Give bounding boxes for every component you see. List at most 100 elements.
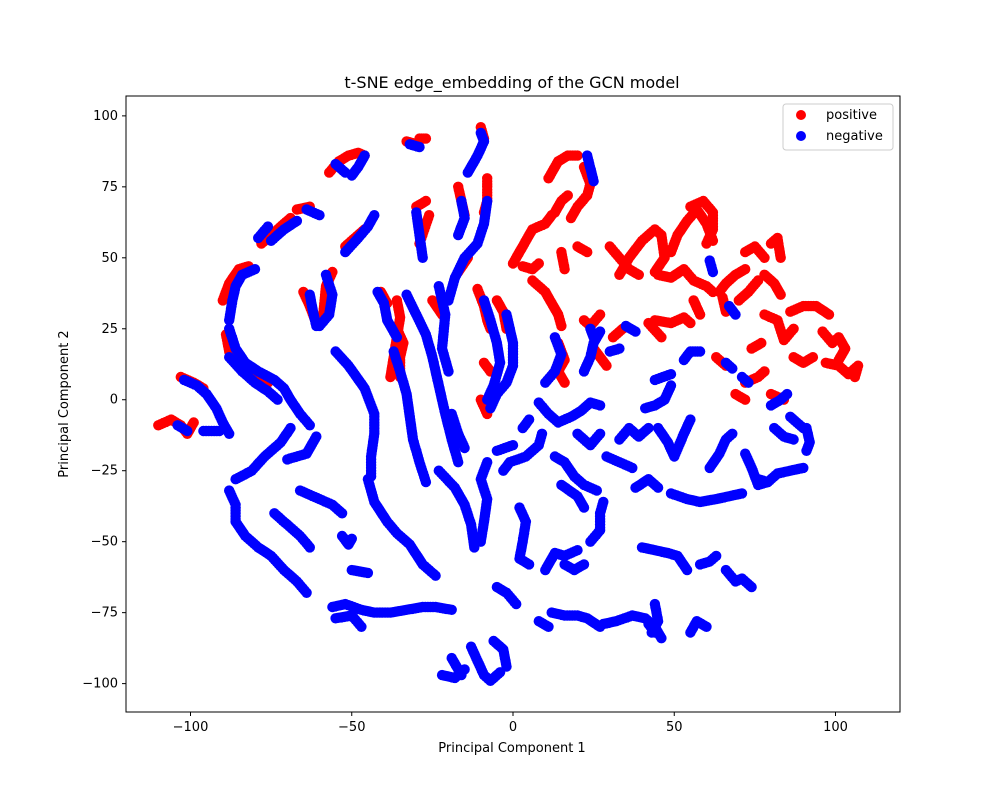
legend-marker-positive [796,110,806,120]
negative-point [414,141,425,153]
negative-point [543,621,554,632]
negative-point [446,604,457,615]
negative-point [598,496,609,508]
positive-point [656,332,667,343]
x-axis-ticks: −100 −50 0 50 100 [173,712,848,735]
negative-point [459,442,470,454]
negative-point [707,266,719,278]
negative-point [627,462,638,474]
y-tick-label: 100 [93,109,118,124]
negative-point [594,400,606,411]
x-tick-label: −50 [338,720,365,735]
negative-point [727,428,738,439]
positive-point [701,238,712,249]
negative-point [798,462,809,474]
negative-point [743,377,754,388]
negative-point [730,309,741,320]
positive-point [807,352,819,363]
plot-area [153,122,864,686]
y-axis-ticks: −100 −75 −50 −25 0 25 50 75 100 [82,109,126,692]
negative-point [456,669,467,681]
positive-point [594,309,606,320]
negative-point [798,422,809,434]
negative-point [291,215,303,227]
y-tick-label: 25 [101,322,118,337]
y-tick-label: −50 [91,535,118,550]
negative-point [417,252,428,263]
negative-point [182,425,193,437]
negative-point [475,536,486,547]
positive-point [756,337,767,349]
x-tick-label: −100 [173,720,209,735]
negative-point [391,332,403,343]
negative-series [172,127,815,686]
positive-point [420,195,432,207]
legend-box [782,103,894,151]
positive-point [556,320,567,332]
positive-point [565,212,577,224]
negative-point [262,221,274,232]
positive-point [572,150,583,161]
negative-point [536,428,548,439]
positive-point [533,258,544,269]
negative-point [485,403,496,414]
positive-point [775,289,786,300]
negative-point [443,366,454,377]
negative-point [549,332,561,343]
negative-point [507,440,519,451]
negative-point [701,621,712,632]
negative-point [665,369,677,380]
negative-point [788,434,799,445]
negative-point [420,476,432,488]
positive-point [559,377,570,388]
y-tick-label: 75 [101,180,118,195]
positive-point [823,309,835,320]
negative-point [304,542,315,553]
positive-point [188,417,199,428]
positive-point [582,246,593,258]
negative-point [523,559,535,570]
negative-point [224,428,235,439]
negative-point [591,485,602,496]
y-tick-label: −100 [82,677,118,692]
positive-point [685,317,696,329]
negative-point [346,533,357,544]
positive-point [759,252,770,263]
positive-point [559,264,570,275]
chart-title: t-SNE edge_embedding of the GCN model [344,73,679,93]
negative-point [356,621,367,632]
negative-point [430,570,441,581]
negative-point [694,346,706,357]
negative-point [369,210,380,221]
positive-point [694,309,706,320]
x-tick-label: 50 [666,720,683,735]
negative-point [304,420,315,431]
negative-point [614,343,625,354]
negative-point [578,502,590,513]
negative-point [314,210,325,221]
negative-point [781,388,793,400]
negative-point [572,545,583,556]
negative-point [511,598,522,610]
x-tick-label: 0 [509,720,517,735]
positive-point [849,371,861,383]
negative-point [340,167,351,178]
negative-point [230,474,241,485]
negative-point [643,422,654,434]
negative-point [523,414,535,425]
y-axis-label: Principal Component 2 [57,330,72,477]
negative-point [588,332,599,343]
positive-point [633,269,644,280]
legend: positive negative [782,103,894,151]
negative-point [736,488,748,499]
negative-point [711,550,722,562]
positive-point [601,360,612,371]
negative-point [272,394,283,405]
negative-point [456,195,467,207]
positive-point [759,366,770,377]
negative-point [588,176,599,187]
positive-point [562,190,573,201]
negative-point [314,320,325,332]
negative-point [649,627,661,638]
